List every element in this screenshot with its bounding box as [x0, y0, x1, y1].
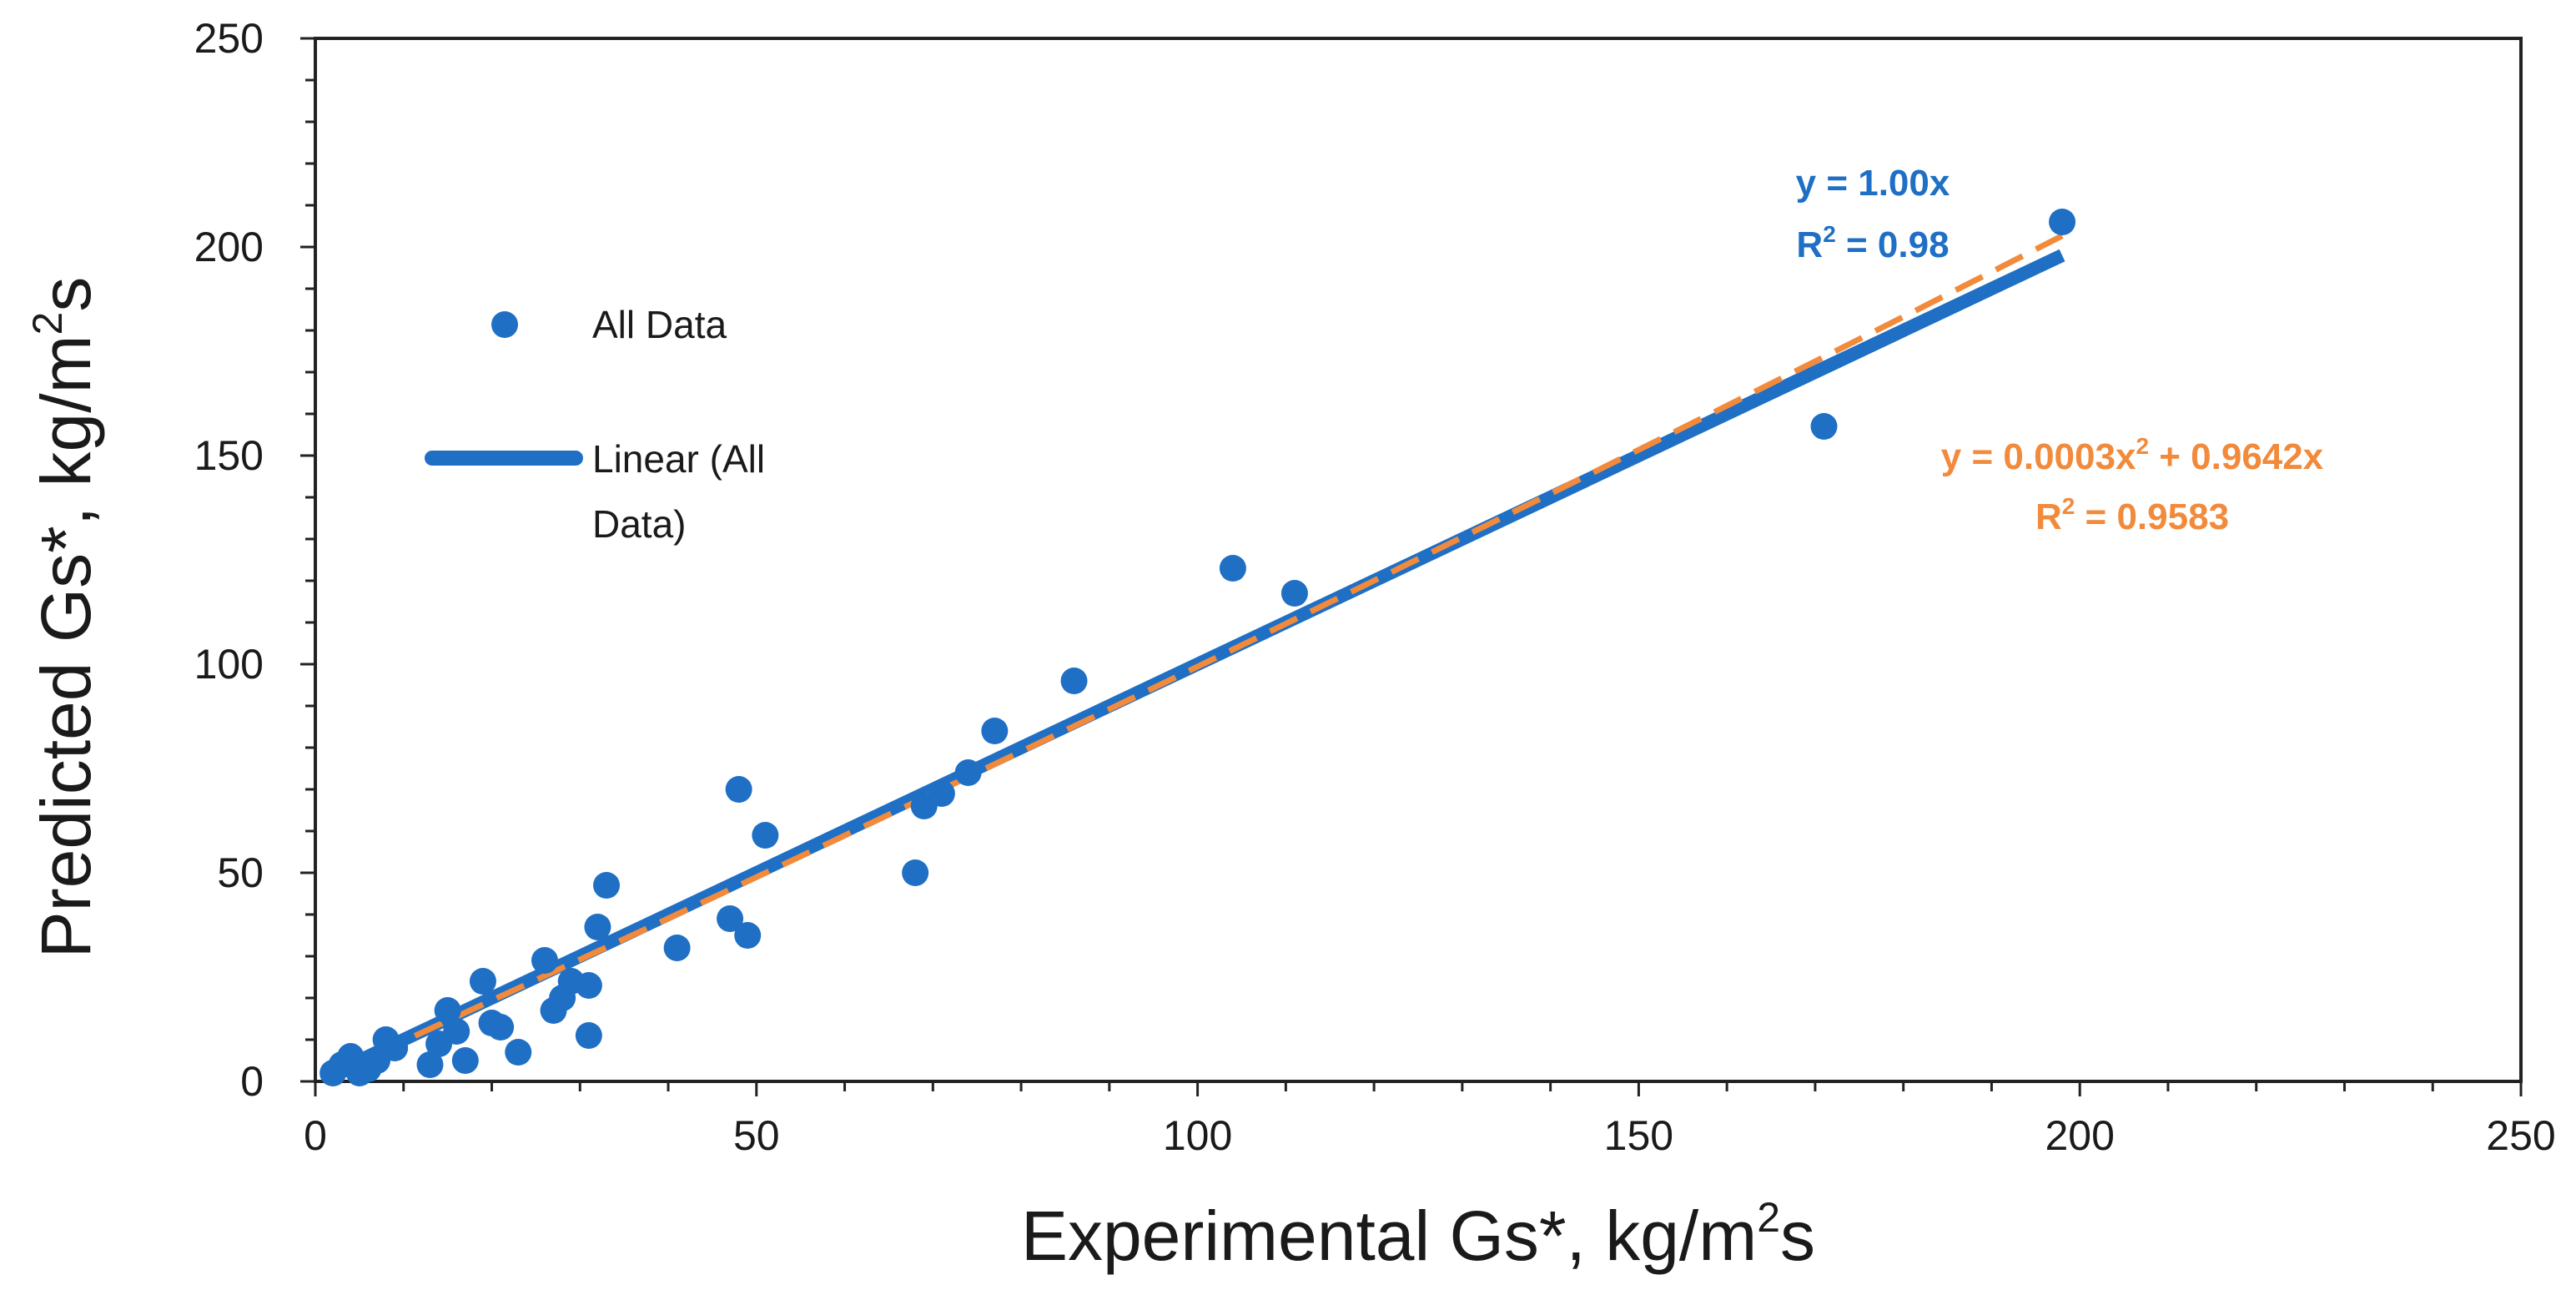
- axis-ticks: [300, 37, 2523, 1096]
- y-axis-title: Predicted Gs*, kg/m2s: [24, 277, 105, 959]
- data-point: [531, 947, 558, 974]
- polynomial-trendline: [331, 233, 2064, 1076]
- data-point: [434, 997, 461, 1024]
- data-point: [717, 905, 744, 932]
- x-tick-label: 250: [2486, 1112, 2555, 1159]
- data-point: [981, 718, 1009, 744]
- legend-marker-all-data: [491, 311, 518, 338]
- data-point: [443, 1018, 470, 1045]
- legend-label-all-data: All Data: [592, 303, 727, 346]
- linear-equation-label: y = 1.00x: [1796, 163, 1950, 204]
- data-point: [575, 1022, 602, 1049]
- data-points: [319, 209, 2076, 1086]
- x-tick-label: 150: [1604, 1112, 1673, 1159]
- y-tick-labels: 0 50 100 150 200 250: [194, 15, 264, 1105]
- data-point: [1060, 668, 1088, 694]
- data-point: [928, 780, 955, 807]
- data-point: [1810, 413, 1838, 440]
- data-point: [584, 914, 611, 940]
- legend: All Data Linear (All Data): [425, 303, 765, 546]
- data-point: [593, 872, 621, 899]
- data-point: [505, 1039, 532, 1066]
- y-tick-label: 250: [194, 15, 264, 62]
- x-tick-label: 200: [2045, 1112, 2114, 1159]
- x-tick-label: 0: [304, 1112, 327, 1159]
- data-point: [2049, 209, 2076, 235]
- data-point: [451, 1047, 479, 1074]
- legend-label-linear-line2: Data): [592, 502, 686, 546]
- y-tick-label: 0: [240, 1058, 264, 1105]
- y-tick-label: 50: [217, 849, 264, 896]
- data-point: [1219, 555, 1246, 582]
- y-tick-label: 200: [194, 224, 264, 270]
- x-tick-label: 100: [1163, 1112, 1232, 1159]
- data-point: [752, 822, 779, 849]
- data-point: [663, 935, 691, 961]
- data-point: [416, 1051, 444, 1078]
- data-point: [725, 776, 752, 803]
- x-tick-label: 50: [733, 1112, 780, 1159]
- x-tick-labels: 0 50 100 150 200 250: [304, 1112, 2556, 1159]
- data-point: [902, 859, 929, 886]
- plot-area-frame: [314, 37, 2523, 1083]
- polynomial-equation-label: y = 0.0003x2 + 0.9642x: [1941, 433, 2324, 477]
- y-tick-label: 100: [194, 641, 264, 688]
- y-tick-label: 150: [194, 432, 264, 479]
- data-point: [487, 1014, 515, 1041]
- x-axis-title: Experimental Gs*, kg/m2s: [1021, 1194, 1815, 1275]
- data-point: [734, 922, 762, 949]
- legend-label-linear-line1: Linear (All: [592, 437, 765, 481]
- data-point: [954, 759, 982, 786]
- polynomial-r2-label: R2 = 0.9583: [2035, 493, 2229, 537]
- data-point: [575, 972, 602, 999]
- linear-r2-label: R2 = 0.98: [1796, 221, 1949, 265]
- data-point: [381, 1035, 409, 1061]
- data-point: [1280, 580, 1308, 607]
- data-point: [469, 968, 496, 995]
